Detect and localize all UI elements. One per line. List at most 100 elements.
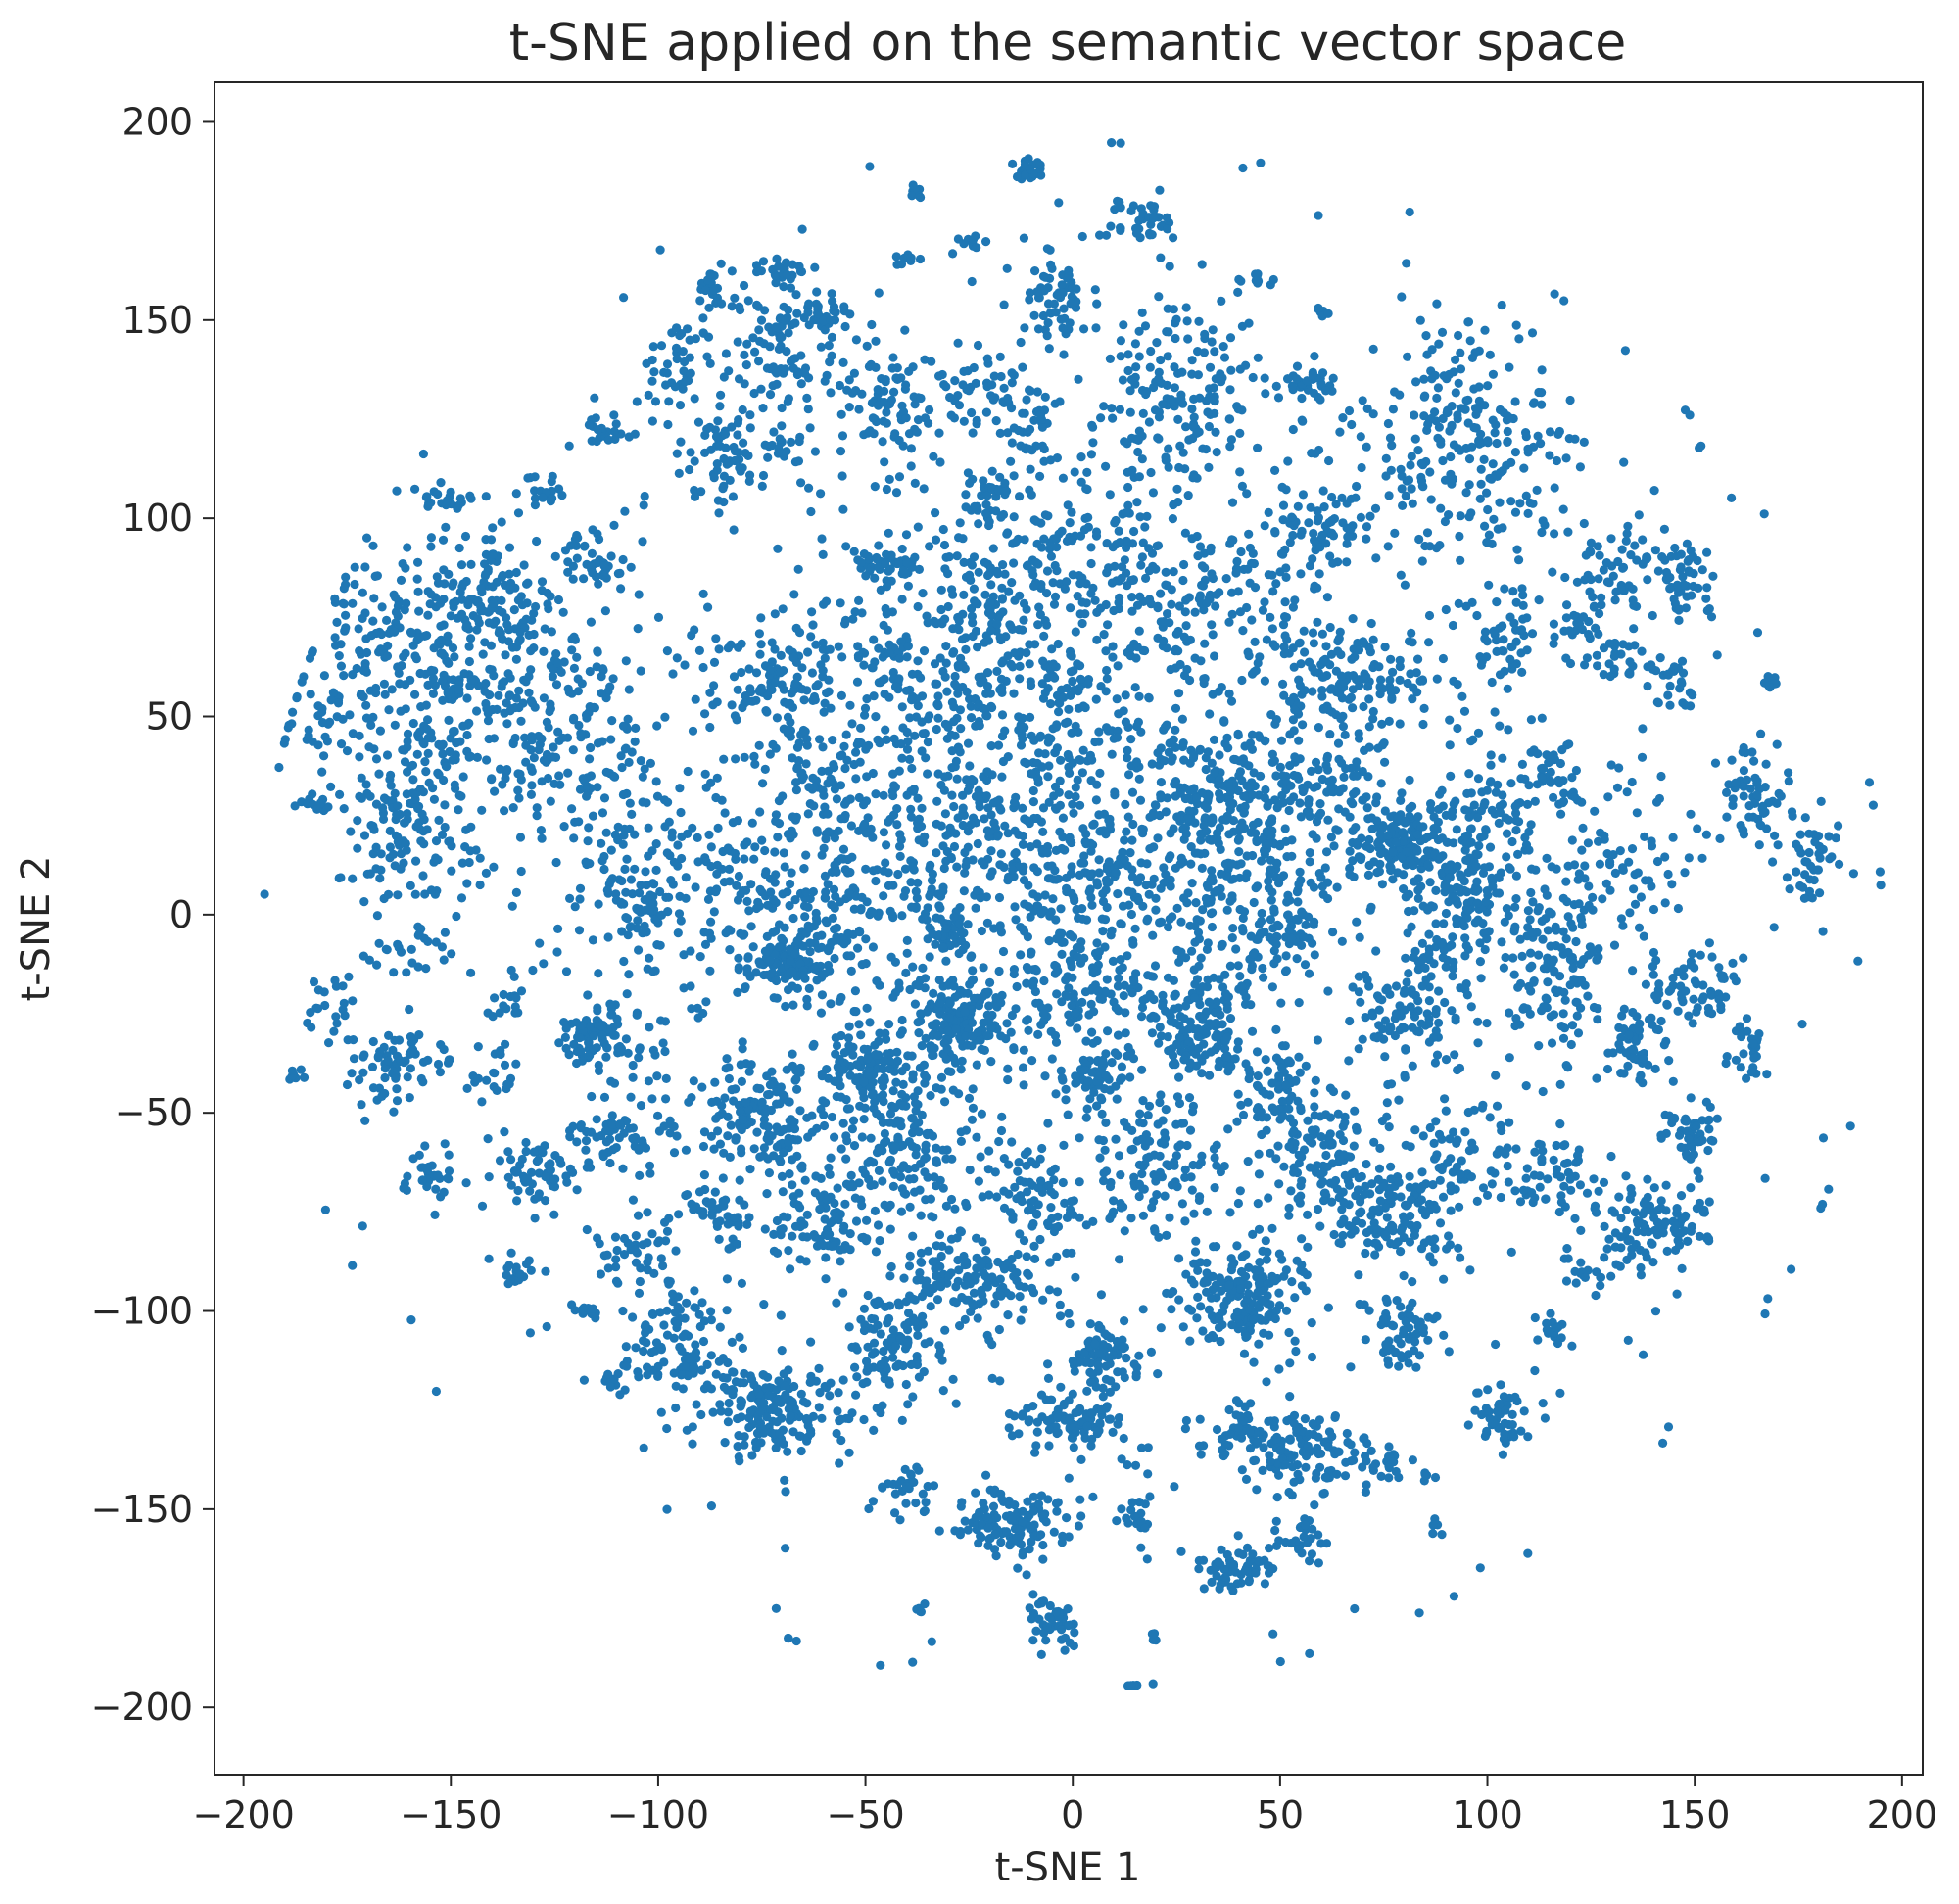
scatter-point (1223, 779, 1233, 788)
scatter-point (873, 401, 884, 410)
scatter-point (1020, 408, 1029, 418)
scatter-point (1342, 539, 1352, 548)
scatter-point (1446, 771, 1456, 782)
scatter-point (1092, 881, 1103, 890)
scatter-point (1015, 674, 1025, 684)
scatter-point (894, 653, 905, 663)
scatter-point (1454, 378, 1463, 388)
scatter-point (1065, 518, 1075, 528)
scatter-point (1327, 492, 1337, 502)
scatter-point (623, 1048, 633, 1058)
scatter-point (1739, 766, 1748, 776)
scatter-point (564, 688, 574, 697)
scatter-point (1549, 619, 1558, 629)
scatter-point (332, 1019, 342, 1028)
scatter-point (915, 254, 926, 264)
scatter-point (519, 560, 529, 570)
scatter-point (626, 1092, 636, 1102)
scatter-point (700, 769, 710, 779)
scatter-point (438, 749, 448, 759)
scatter-point (1481, 897, 1491, 907)
scatter-point (845, 794, 855, 804)
scatter-point (1810, 837, 1820, 847)
scatter-point (1066, 603, 1075, 613)
scatter-point (513, 785, 523, 795)
scatter-point (633, 624, 643, 634)
scatter-point (989, 818, 999, 828)
scatter-point (313, 985, 323, 995)
scatter-point (1606, 534, 1616, 544)
scatter-point (1278, 679, 1288, 690)
scatter-point (421, 964, 431, 974)
scatter-point (599, 864, 609, 875)
scatter-point (1564, 739, 1574, 749)
scatter-point (936, 585, 946, 595)
scatter-point (995, 472, 1005, 482)
scatter-point (950, 671, 960, 682)
scatter-point (445, 1055, 454, 1065)
scatter-point (565, 893, 575, 904)
scatter-point (353, 816, 362, 826)
scatter-point (1003, 752, 1013, 762)
scatter-point (1170, 402, 1179, 411)
scatter-point (734, 448, 743, 457)
scatter-point (1242, 602, 1252, 613)
scatter-point (887, 363, 897, 373)
scatter-point (906, 256, 916, 265)
scatter-point (1630, 899, 1641, 909)
scatter-point (662, 848, 672, 858)
scatter-point (1296, 569, 1306, 579)
scatter-point (1550, 632, 1559, 642)
scatter-point (894, 558, 904, 568)
scatter-point (1275, 762, 1285, 773)
scatter-point (757, 481, 767, 491)
scatter-point (1042, 589, 1052, 598)
scatter-point (524, 688, 534, 697)
scatter-point (628, 889, 638, 899)
scatter-point (368, 1083, 379, 1093)
scatter-point (433, 1059, 444, 1070)
scatter-point (1413, 446, 1423, 455)
scatter-point (466, 675, 476, 685)
scatter-point (583, 836, 593, 846)
scatter-point (1462, 788, 1472, 799)
scatter-point (601, 1137, 612, 1147)
scatter-point (465, 595, 475, 604)
scatter-point (780, 862, 789, 872)
scatter-point (477, 805, 487, 815)
scatter-point (1813, 865, 1823, 875)
scatter-point (537, 586, 547, 595)
scatter-point (1686, 809, 1696, 819)
scatter-point (847, 719, 857, 729)
scatter-point (546, 796, 555, 806)
scatter-point (906, 444, 917, 453)
scatter-point (1260, 521, 1269, 531)
scatter-point (1470, 348, 1480, 357)
scatter-point (1297, 393, 1307, 404)
scatter-point (1549, 792, 1558, 803)
scatter-point (1268, 274, 1278, 285)
scatter-point (549, 1210, 559, 1219)
scatter-point (840, 619, 850, 629)
scatter-point (1189, 412, 1199, 422)
scatter-point (549, 742, 558, 752)
scatter-point (416, 836, 426, 846)
scatter-point (594, 899, 603, 909)
scatter-point (406, 628, 416, 638)
scatter-point (1233, 587, 1243, 596)
scatter-point (407, 760, 418, 770)
scatter-point (1284, 805, 1294, 816)
scatter-point (626, 875, 637, 884)
scatter-point (1381, 453, 1391, 463)
scatter-point (520, 733, 530, 742)
scatter-point (1229, 754, 1239, 764)
scatter-point (513, 1185, 523, 1196)
scatter-point (870, 573, 880, 583)
scatter-point (888, 881, 898, 890)
scatter-point (854, 405, 864, 414)
scatter-point (1044, 344, 1054, 354)
scatter-point (1514, 334, 1524, 344)
scatter-point (1650, 546, 1660, 555)
scatter-point (1141, 389, 1151, 400)
scatter-point (821, 834, 831, 844)
